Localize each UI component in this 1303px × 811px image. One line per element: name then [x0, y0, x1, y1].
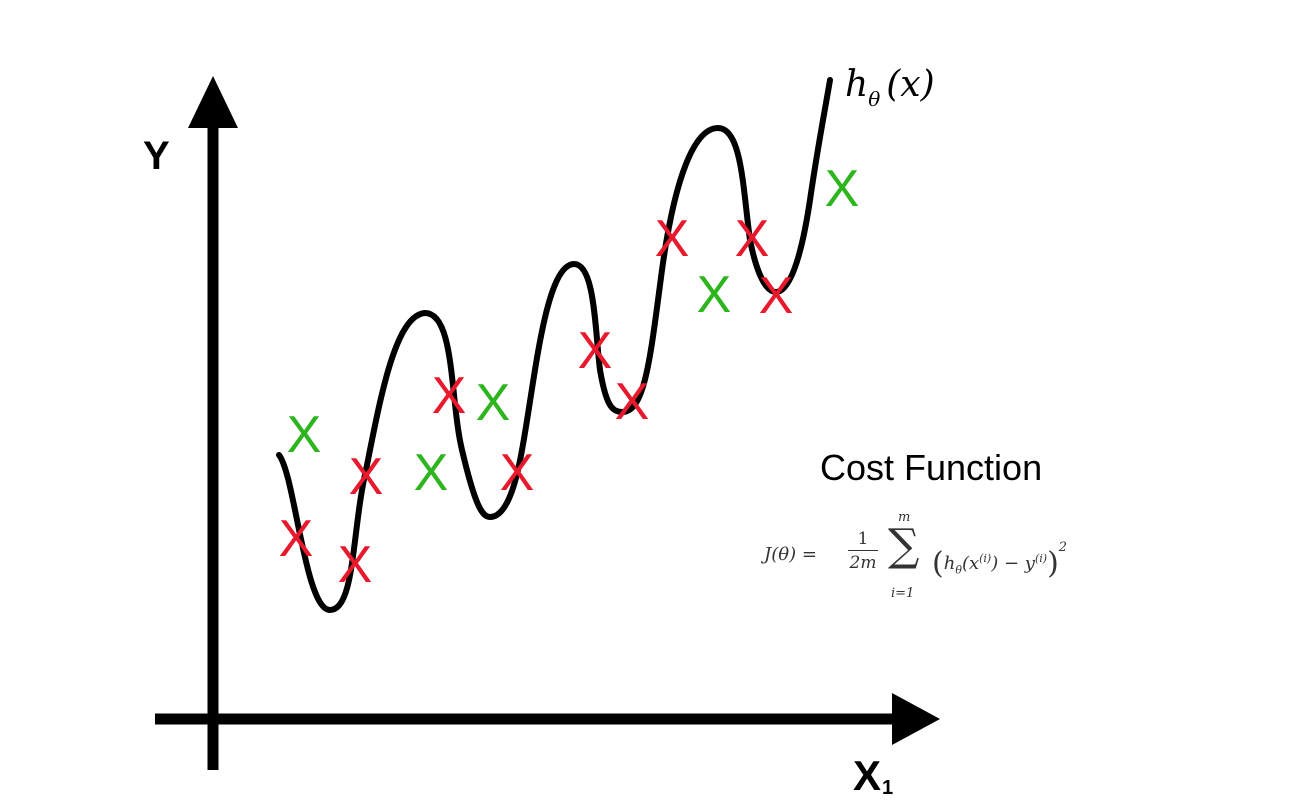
- hypothesis-label-h: h: [845, 64, 869, 105]
- x-axis-label-subscript: 1: [882, 777, 894, 799]
- training-point-marker: X: [338, 536, 373, 594]
- test-point-marker: X: [697, 266, 732, 324]
- formula-sup-i2: (i): [1034, 552, 1048, 565]
- training-point-marker: X: [759, 267, 794, 325]
- training-point-marker: X: [735, 210, 770, 268]
- formula-theta: θ: [955, 563, 962, 577]
- formula-numerator: 1: [848, 528, 878, 551]
- formula-sup-i: (i): [979, 552, 992, 565]
- test-point-marker: X: [414, 444, 449, 502]
- hypothesis-label-arg: (x): [886, 64, 935, 105]
- training-points: X X X X X X X X X X: [279, 210, 794, 594]
- formula-sum-upper: m: [898, 510, 911, 525]
- test-point-marker: X: [287, 406, 322, 464]
- test-point-marker: X: [476, 374, 511, 432]
- formula-lhs: J(θ) =: [764, 544, 817, 565]
- formula-body: (hθ(x(i)) − y(i))2: [932, 540, 1068, 581]
- formula-fraction: 1 2m: [848, 528, 878, 575]
- hypothesis-curve: [276, 77, 833, 613]
- training-point-marker: X: [655, 210, 690, 268]
- formula-denominator: 2m: [849, 553, 877, 573]
- formula-sigma: ∑: [888, 520, 920, 571]
- test-point-marker: X: [825, 160, 860, 218]
- training-point-marker: X: [279, 510, 314, 568]
- training-point-marker: X: [500, 444, 535, 502]
- training-point-marker: X: [432, 367, 467, 425]
- formula-square: 2: [1058, 540, 1068, 555]
- training-point-marker: X: [578, 322, 613, 380]
- x-axis-arrowhead: [892, 693, 940, 745]
- x-axis-label-letter: X: [853, 752, 882, 799]
- training-point-marker: X: [615, 373, 650, 431]
- formula-mid: ) − y: [991, 553, 1035, 574]
- training-point-marker: X: [349, 448, 384, 506]
- y-axis-arrowhead: [188, 76, 238, 128]
- formula-sum-lower: i=1: [891, 586, 915, 601]
- formula-h: h: [943, 553, 956, 574]
- hypothesis-label: hθ (x): [845, 64, 935, 111]
- test-points: X X X X X: [287, 160, 860, 502]
- cost-function-title: Cost Function: [820, 447, 1043, 488]
- hypothesis-label-theta: θ: [868, 87, 881, 111]
- formula-x: (x: [961, 553, 980, 574]
- y-axis-label: Y: [143, 134, 170, 178]
- x-axis-label: X1: [853, 752, 893, 800]
